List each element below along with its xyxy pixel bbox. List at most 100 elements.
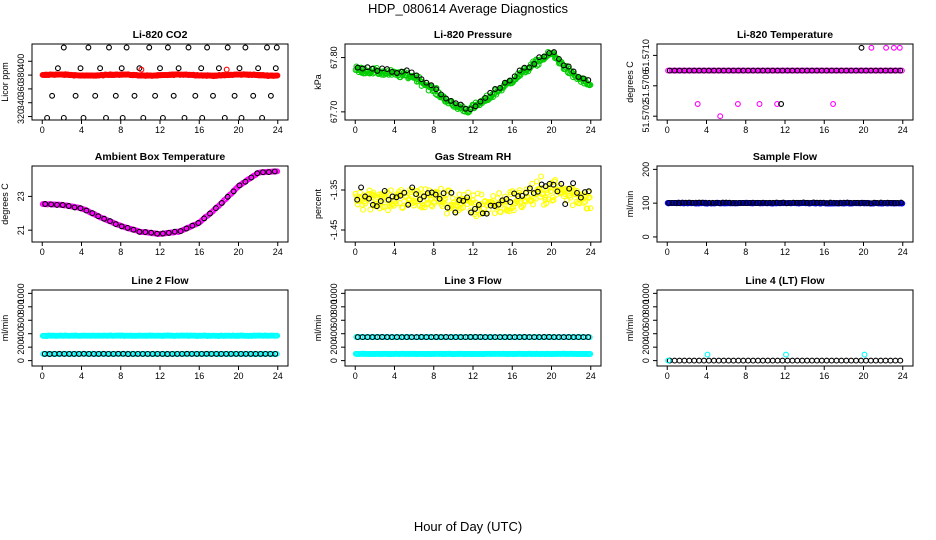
data-point <box>274 332 281 339</box>
series-line-samples <box>666 357 904 364</box>
data-point <box>272 350 279 357</box>
y-axis-label: ml/min <box>313 315 323 342</box>
data-point <box>49 92 56 99</box>
data-point <box>516 187 523 194</box>
data-point <box>417 196 423 203</box>
data-point <box>393 200 400 207</box>
data-point <box>389 193 396 200</box>
data-point <box>855 67 862 74</box>
data-point <box>740 357 747 364</box>
data-point <box>544 189 551 196</box>
data-point <box>224 193 231 200</box>
data-points <box>39 44 281 120</box>
data-point <box>531 61 538 67</box>
x-tick-label: 20 <box>233 247 243 257</box>
data-point <box>743 67 749 74</box>
x-tick-label: 0 <box>665 247 670 257</box>
data-point <box>507 191 514 198</box>
data-point <box>837 200 844 206</box>
data-point <box>107 218 113 225</box>
data-point <box>230 350 237 357</box>
data-point <box>774 357 781 364</box>
data-points <box>664 199 906 207</box>
data-point <box>803 199 810 206</box>
data-point <box>681 357 688 364</box>
data-point <box>157 65 163 72</box>
data-point <box>821 67 827 74</box>
x-axis: 0 4 8 12 16 20 24 <box>665 242 908 257</box>
y-tick-label: 200 <box>329 340 339 355</box>
data-point <box>877 357 884 364</box>
data-point <box>165 229 172 236</box>
data-point <box>269 351 276 357</box>
data-point <box>142 229 149 236</box>
y-tick-label: 67.80 <box>329 46 339 69</box>
x-tick-label: 20 <box>546 371 556 381</box>
data-point <box>159 114 166 120</box>
data-point <box>679 199 686 206</box>
data-point <box>708 67 715 74</box>
data-point <box>820 199 827 206</box>
data-point <box>123 44 130 51</box>
data-point <box>874 199 881 206</box>
data-point <box>391 334 398 341</box>
data-point <box>580 75 587 82</box>
data-point <box>872 357 879 364</box>
data-point <box>399 204 405 211</box>
data-point <box>267 92 274 99</box>
data-point <box>783 200 790 207</box>
data-point <box>478 191 485 198</box>
y-axis-label: ml/min <box>625 315 635 342</box>
y-tick-label: 1000 <box>16 283 26 303</box>
x-tick-label: 12 <box>780 125 790 135</box>
data-point <box>665 199 672 206</box>
data-point <box>750 199 756 206</box>
data-point <box>482 94 489 101</box>
data-point <box>516 67 523 74</box>
data-point <box>185 44 192 51</box>
data-point <box>218 199 225 206</box>
data-point <box>523 186 530 193</box>
data-point <box>60 44 67 51</box>
series-line-samples <box>354 180 592 217</box>
x-axis: 0 4 8 12 16 20 24 <box>40 120 283 135</box>
data-point <box>403 67 410 74</box>
data-point <box>177 228 184 235</box>
data-point <box>224 44 231 51</box>
data-points <box>352 48 594 116</box>
data-point <box>142 350 149 357</box>
data-point <box>854 199 861 206</box>
data-point <box>826 67 833 74</box>
data-point <box>745 357 752 364</box>
data-point <box>460 204 467 211</box>
data-point <box>475 334 482 340</box>
data-point <box>861 351 868 358</box>
data-point <box>381 187 388 194</box>
data-point <box>570 68 577 75</box>
data-point <box>370 189 377 196</box>
data-point <box>472 205 478 212</box>
data-point <box>240 350 247 357</box>
data-point <box>474 190 481 197</box>
y-tick-label: 400 <box>16 326 26 341</box>
y-tick-label: 0 <box>641 358 651 363</box>
y-tick-label: 360 <box>16 81 26 96</box>
y-tick-label: 400 <box>329 326 339 341</box>
data-point <box>201 350 208 357</box>
x-tick-label: 24 <box>273 371 283 381</box>
data-point <box>254 170 261 177</box>
data-point <box>884 199 891 206</box>
data-point <box>585 334 592 341</box>
data-point <box>774 101 781 107</box>
x-tick-label: 8 <box>743 247 748 257</box>
series-instrument-average <box>39 168 281 237</box>
data-point <box>482 210 489 216</box>
data-point <box>238 114 245 120</box>
data-point <box>799 357 806 364</box>
data-point <box>432 188 439 195</box>
panel-sample-flow: Sample Flow ml/min 0 4 8 12 16 20 24 0 100 200 <box>625 151 914 257</box>
data-point <box>565 63 572 70</box>
data-point <box>161 350 168 357</box>
data-point <box>418 76 425 83</box>
